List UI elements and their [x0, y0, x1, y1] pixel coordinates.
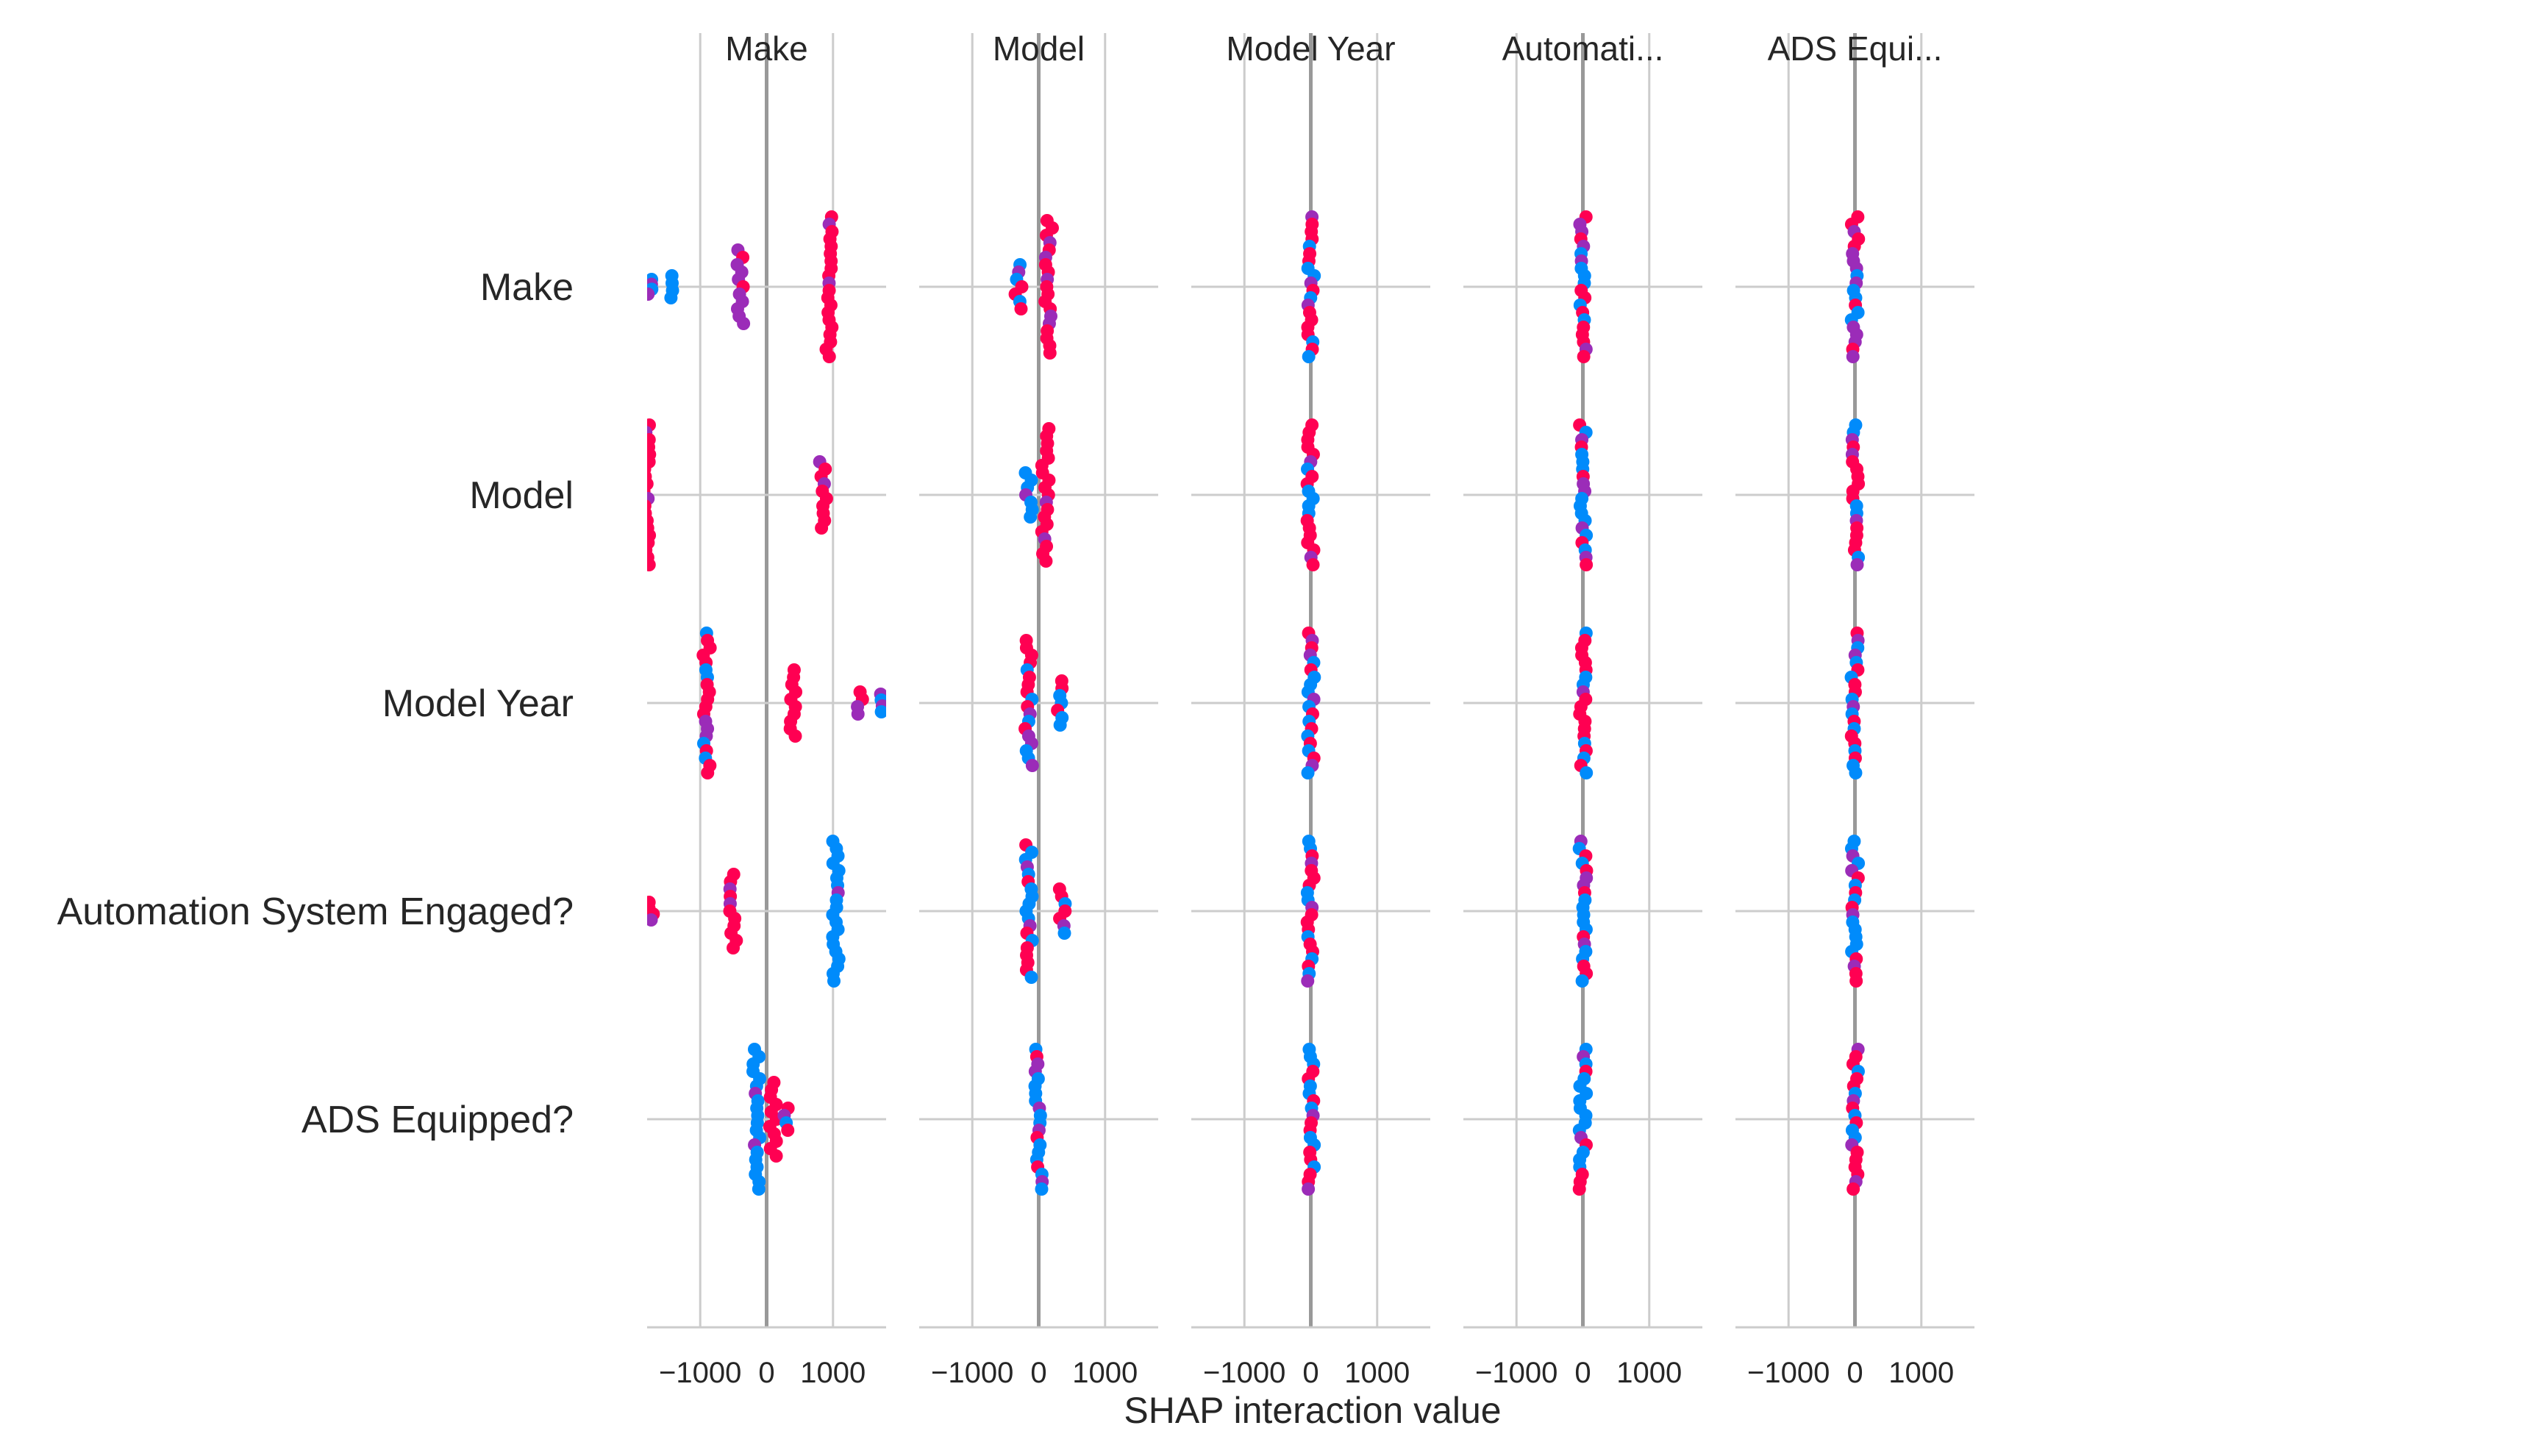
data-point	[1035, 1182, 1049, 1196]
data-point	[788, 729, 802, 743]
data-point	[822, 350, 836, 363]
cluster-r4-c2	[1302, 1043, 1321, 1196]
x-tick-label: 0	[1030, 1357, 1046, 1389]
data-point	[1039, 554, 1053, 568]
data-point	[701, 766, 715, 779]
cluster-r2-c3	[1573, 627, 1594, 779]
cluster-r4-c0	[746, 1043, 795, 1196]
data-point	[1580, 766, 1594, 779]
cluster-r4-c4	[1845, 1043, 1865, 1196]
cluster-r0-c3	[1573, 210, 1593, 363]
x-tick-label: 0	[1302, 1357, 1319, 1389]
cluster-r0-c2	[1301, 210, 1321, 363]
row-label: Model Year	[382, 682, 574, 725]
data-point	[851, 707, 865, 721]
data-point	[827, 974, 841, 988]
data-point	[1846, 350, 1860, 363]
x-tick-label: 1000	[1072, 1357, 1138, 1389]
x-tick-label: −1000	[1203, 1357, 1285, 1389]
x-axis-title: SHAP interaction value	[1124, 1390, 1501, 1431]
cluster-r0-c1	[1008, 214, 1059, 360]
data-point	[1575, 974, 1589, 988]
data-point	[1053, 718, 1067, 732]
x-tick-label: 1000	[800, 1357, 866, 1389]
x-tick-label: −1000	[659, 1357, 741, 1389]
data-point	[1846, 1182, 1860, 1196]
data-point	[1580, 558, 1594, 571]
row-label: Model	[469, 474, 574, 517]
cluster-r0-c0	[647, 210, 839, 363]
cluster-r3-c2	[1300, 835, 1321, 988]
cluster-r1-c4	[1845, 418, 1866, 571]
data-point	[1577, 350, 1591, 363]
cluster-r3-c0	[647, 835, 846, 988]
cluster-r4-c1	[1028, 1043, 1049, 1196]
data-point	[815, 521, 829, 535]
row-label: Automation System Engaged?	[57, 891, 574, 933]
cluster-r1-c3	[1573, 418, 1594, 571]
data-point	[781, 1124, 795, 1137]
data-point	[647, 288, 655, 301]
cluster-r4-c3	[1572, 1043, 1594, 1196]
data-point	[1025, 759, 1039, 772]
data-point	[1301, 974, 1315, 988]
data-point	[647, 558, 656, 571]
panels-layer: −1000 0 1000 Make −1000 0 1000 Model −1000 0 1000 M…	[647, 29, 1974, 1389]
data-point	[1850, 558, 1864, 571]
cluster-r3-c4	[1844, 835, 1866, 988]
data-point	[1849, 974, 1863, 988]
cluster-r3-c3	[1572, 835, 1594, 988]
data-point	[737, 317, 751, 330]
cluster-r1-c2	[1300, 418, 1321, 571]
cluster-r1-c0	[647, 418, 833, 571]
panel-title: Model Year	[1226, 29, 1395, 68]
panel-title: Automati...	[1502, 29, 1664, 68]
data-point	[769, 1149, 783, 1163]
data-point	[664, 291, 678, 304]
data-point	[1572, 1182, 1586, 1196]
data-point	[1302, 350, 1316, 363]
cluster-r2-c4	[1844, 627, 1865, 779]
data-point	[752, 1182, 766, 1196]
row-label: Make	[480, 266, 574, 309]
data-point	[1302, 1182, 1316, 1196]
data-point	[1014, 302, 1028, 315]
row-label: ADS Equipped?	[301, 1099, 574, 1141]
x-tick-label: 0	[1574, 1357, 1591, 1389]
data-point	[1306, 558, 1320, 571]
row-labels: Make Model Model Year Automation System Eng…	[57, 266, 574, 1141]
data-point	[1301, 766, 1315, 779]
panel-title: ADS Equi...	[1768, 29, 1943, 68]
data-point	[647, 913, 658, 927]
data-point	[874, 705, 886, 718]
x-tick-label: −1000	[1747, 1357, 1830, 1389]
x-tick-label: −1000	[931, 1357, 1013, 1389]
panel-title: Make	[725, 29, 807, 68]
data-point	[1849, 766, 1863, 779]
x-tick-label: 1000	[1344, 1357, 1410, 1389]
cluster-r1-c1	[1018, 422, 1056, 568]
data-point	[1043, 346, 1057, 360]
x-tick-label: 1000	[1616, 1357, 1682, 1389]
cluster-r2-c1	[1018, 634, 1069, 772]
x-tick-label: −1000	[1475, 1357, 1557, 1389]
data-point	[1057, 927, 1071, 940]
panel-0: −1000 0 1000 Make	[647, 29, 886, 1389]
cluster-r2-c2	[1301, 627, 1321, 779]
data-point	[1024, 510, 1038, 524]
x-tick-label: 0	[1846, 1357, 1863, 1389]
panel-title: Model	[993, 29, 1085, 68]
x-tick-label: 0	[758, 1357, 774, 1389]
data-point	[1024, 971, 1038, 984]
cluster-r2-c0	[696, 627, 886, 779]
x-tick-label: 1000	[1888, 1357, 1954, 1389]
data-point	[727, 941, 741, 954]
data-point	[647, 477, 654, 490]
cluster-r0-c4	[1844, 210, 1866, 363]
cluster-r3-c1	[1018, 838, 1072, 984]
